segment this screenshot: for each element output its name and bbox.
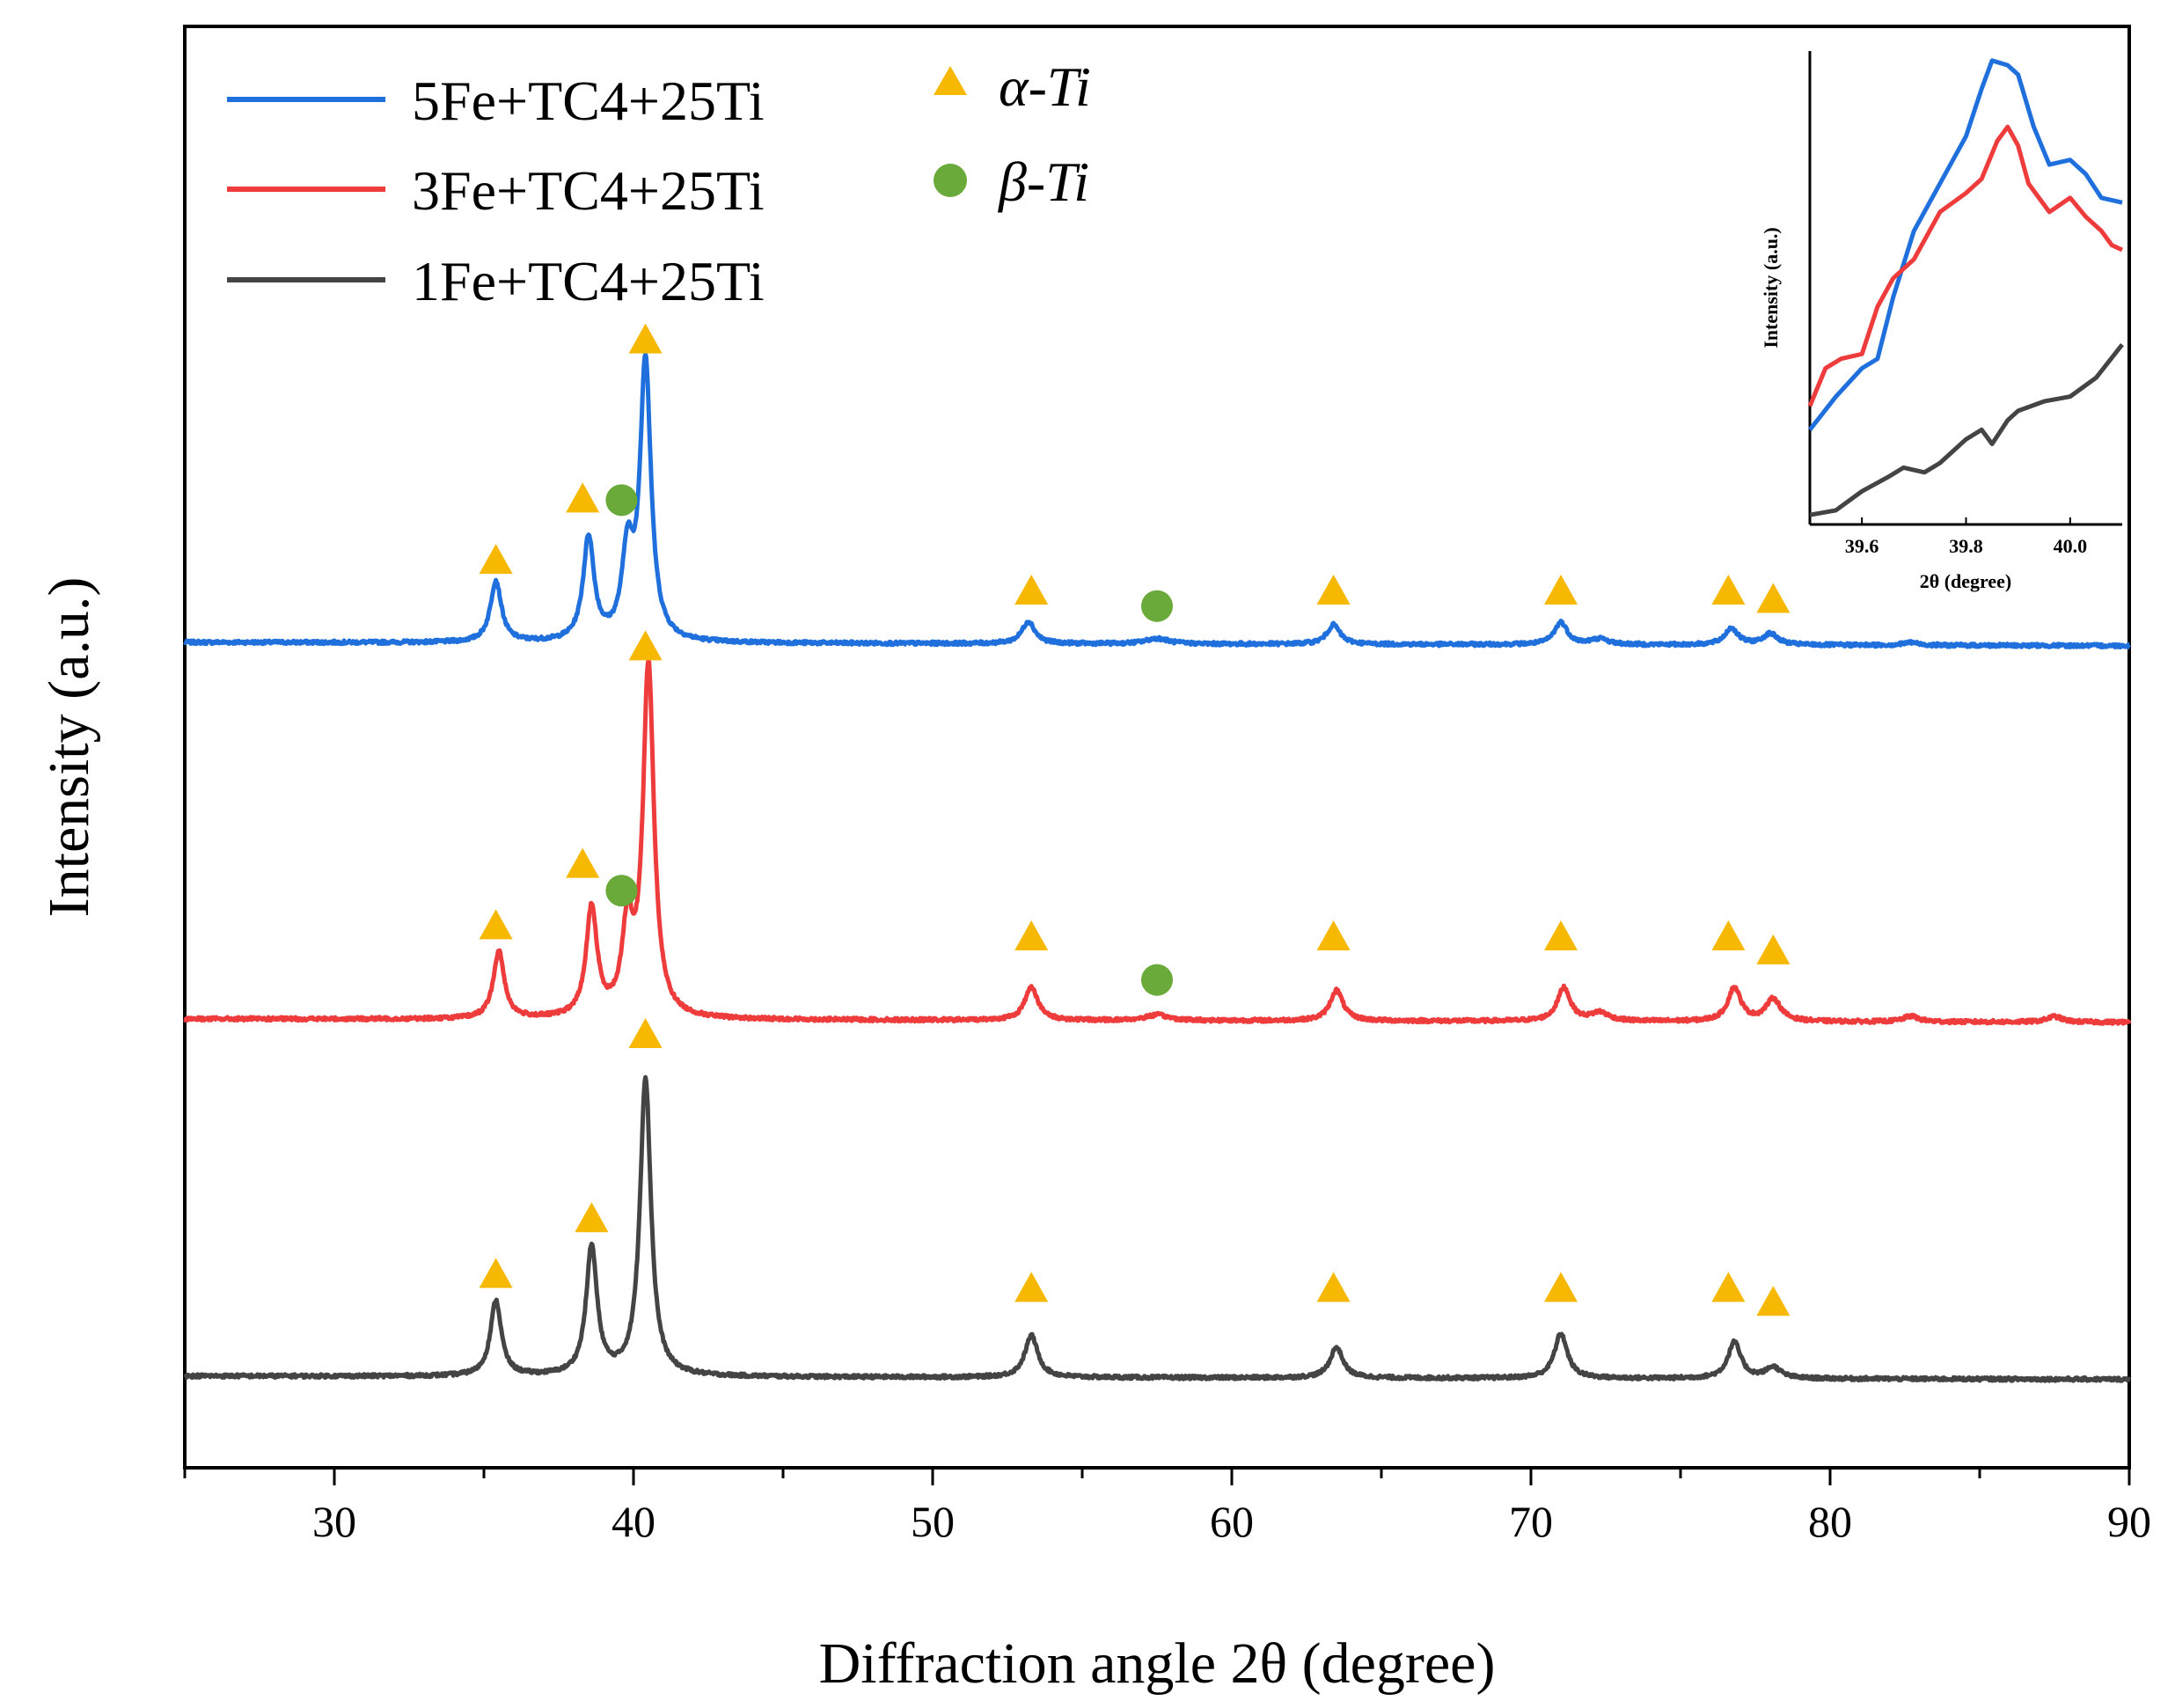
- alpha-triangle-icon: [934, 66, 967, 95]
- beta-ti-marker: [605, 484, 638, 517]
- alpha-phase-label: α-Ti: [999, 55, 1091, 118]
- inset-line-3Fe+TC4+25Ti: [1807, 124, 2124, 407]
- inset-x-tick-label: 39.6: [1845, 535, 1879, 557]
- inset-x-tick-label: 40.0: [2054, 535, 2088, 557]
- alpha-ti-marker: [479, 1257, 513, 1288]
- alpha-ti-marker: [1756, 934, 1791, 964]
- alpha-ti-marker: [628, 1017, 663, 1048]
- x-axis-title: Diffraction angle 2θ (degree): [819, 1631, 1496, 1696]
- series-layer: [182, 351, 2132, 1383]
- y-axis-title: Intensity (a.u.): [37, 577, 101, 918]
- series-legend: 5Fe+TC4+25Ti 3Fe+TC4+25Ti 1Fe+TC4+25Ti: [227, 70, 765, 312]
- inset-x-axis: 39.6 39.8 40.0: [1845, 517, 2087, 557]
- inset-x-tick-label: 39.8: [1949, 535, 1983, 557]
- legend-label-3fe: 3Fe+TC4+25Ti: [412, 159, 765, 222]
- inset-x-title: 2θ (degree): [1920, 570, 2012, 592]
- alpha-ti-marker: [1014, 574, 1049, 605]
- alpha-ti-marker: [566, 847, 600, 878]
- alpha-ti-marker: [1711, 1272, 1746, 1302]
- x-tick-label: 60: [1210, 1497, 1254, 1546]
- alpha-ti-marker: [1544, 920, 1578, 951]
- alpha-ti-marker: [1316, 920, 1351, 951]
- x-tick-label: 70: [1509, 1497, 1553, 1546]
- beta-ti-marker: [605, 875, 638, 907]
- alpha-ti-marker: [1014, 1272, 1049, 1302]
- alpha-ti-marker: [566, 482, 600, 513]
- x-tick-label: 40: [611, 1497, 655, 1546]
- x-tick-label: 80: [1808, 1497, 1852, 1546]
- inset-line-5Fe+TC4+25Ti: [1808, 58, 2123, 431]
- alpha-ti-marker: [1756, 583, 1791, 613]
- alpha-ti-marker: [1544, 574, 1578, 605]
- alpha-ti-marker: [1711, 574, 1746, 605]
- x-axis: 30 40 50 60 70 80 90: [183, 1468, 2151, 1546]
- inset-chart: 39.6 39.8 40.0 2θ (degree) Intensity (a.u.…: [1760, 51, 2124, 592]
- x-tick-label: 30: [312, 1497, 356, 1546]
- alpha-ti-marker: [575, 1202, 609, 1233]
- phase-legend: α-Ti β-Ti: [934, 55, 1091, 213]
- phase-markers: [479, 323, 1791, 1316]
- legend-label-5fe: 5Fe+TC4+25Ti: [412, 70, 765, 132]
- alpha-ti-marker: [479, 909, 513, 940]
- x-tick-label: 90: [2107, 1497, 2151, 1546]
- alpha-ti-marker: [1756, 1286, 1791, 1316]
- series-line-1Fe+TC4+25Ti: [183, 1074, 2132, 1383]
- alpha-ti-marker: [479, 544, 513, 575]
- plot-frame: [183, 25, 2131, 1470]
- alpha-ti-marker: [1544, 1272, 1578, 1302]
- beta-phase-label: β-Ti: [997, 150, 1089, 213]
- alpha-ti-marker: [1711, 920, 1746, 951]
- series-line-5Fe+TC4+25Ti: [182, 351, 2131, 650]
- inset-series-layer: [1807, 58, 2124, 517]
- beta-circle-icon: [934, 164, 967, 197]
- inset-line-1Fe+TC4+25Ti: [1809, 343, 2124, 517]
- beta-ti-marker: [1141, 964, 1173, 996]
- alpha-ti-marker: [628, 323, 663, 354]
- legend-label-1fe: 1Fe+TC4+25Ti: [412, 250, 765, 312]
- alpha-ti-marker: [1316, 574, 1351, 605]
- series-line-3Fe+TC4+25Ti: [183, 658, 2132, 1026]
- alpha-ti-marker: [1316, 1272, 1351, 1302]
- beta-ti-marker: [1141, 590, 1173, 622]
- alpha-ti-marker: [1014, 920, 1049, 951]
- alpha-ti-marker: [628, 630, 663, 661]
- inset-y-title: Intensity (a.u.): [1760, 227, 1782, 348]
- x-tick-label: 50: [911, 1497, 955, 1546]
